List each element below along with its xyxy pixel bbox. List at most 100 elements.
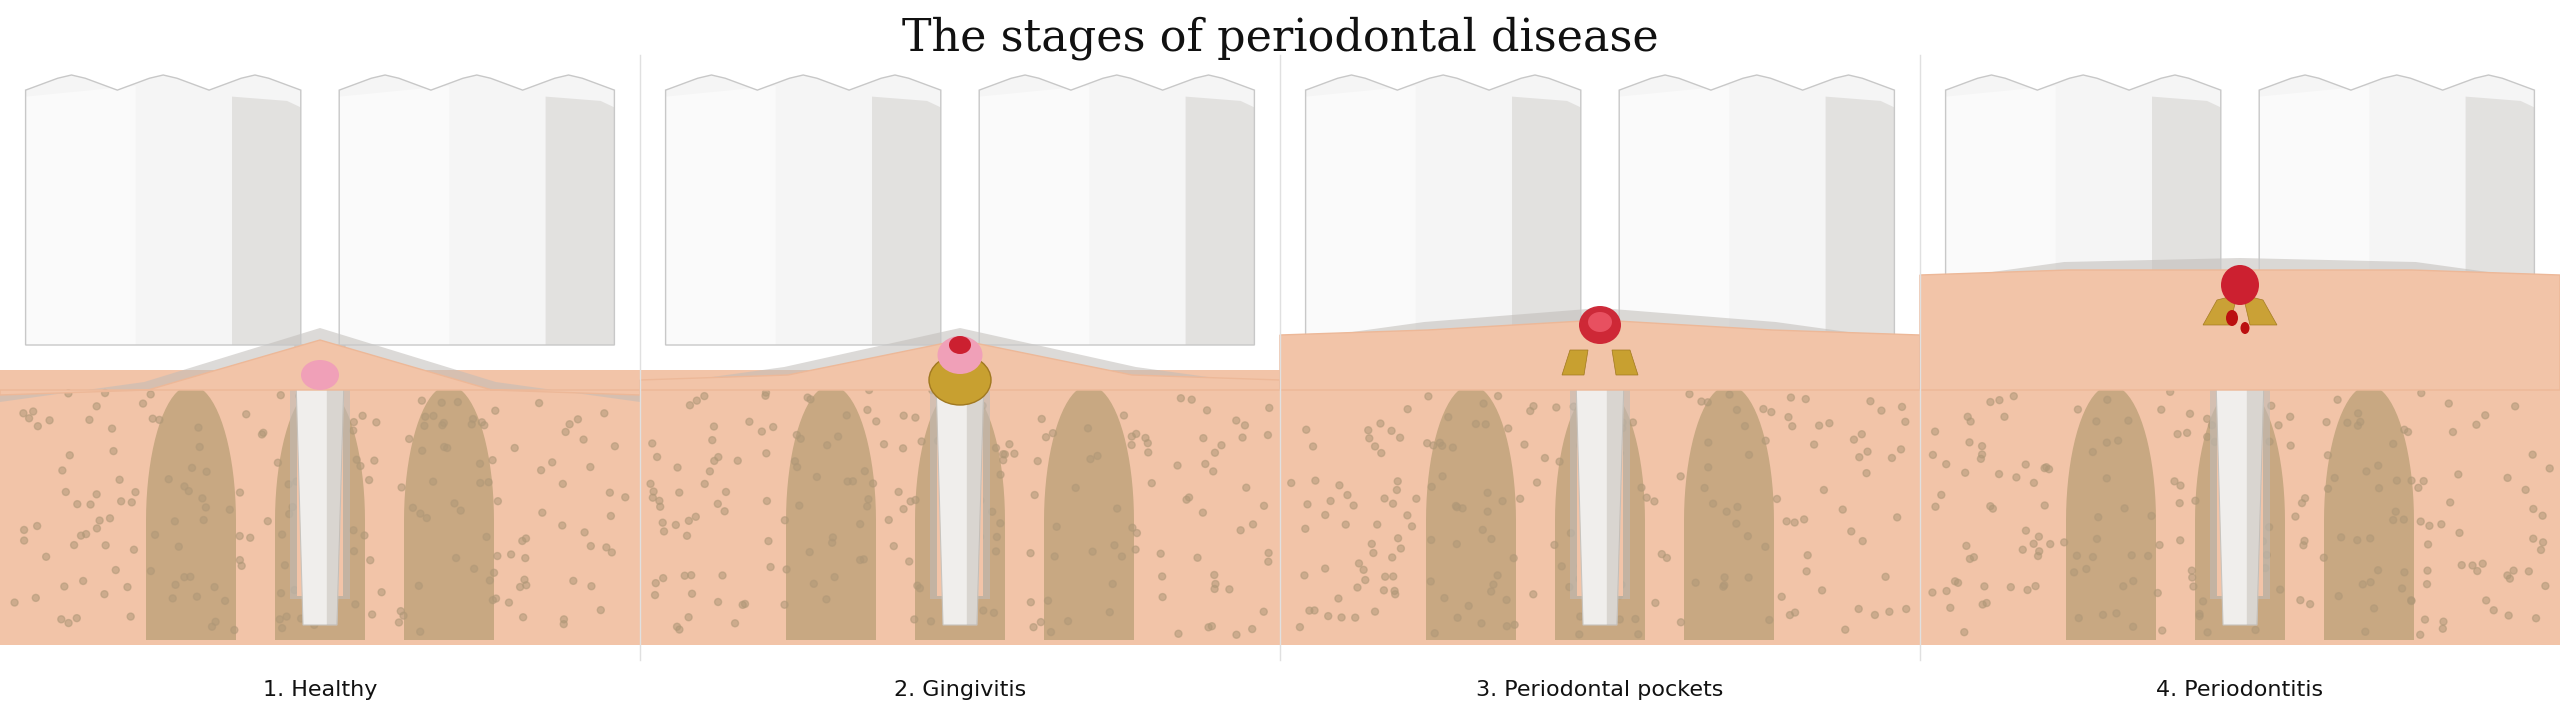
Circle shape — [607, 489, 614, 496]
Circle shape — [1964, 542, 1969, 549]
Circle shape — [824, 442, 829, 449]
Circle shape — [694, 397, 701, 404]
Circle shape — [297, 615, 305, 622]
Circle shape — [1577, 631, 1582, 638]
Circle shape — [2422, 616, 2429, 623]
Circle shape — [1697, 398, 1705, 405]
Circle shape — [2186, 411, 2194, 417]
Circle shape — [33, 523, 41, 530]
Circle shape — [1160, 573, 1165, 580]
Circle shape — [1577, 442, 1585, 450]
Circle shape — [1981, 583, 1989, 590]
Circle shape — [2388, 440, 2396, 447]
Circle shape — [2511, 567, 2516, 574]
Circle shape — [2209, 422, 2214, 429]
Circle shape — [1487, 535, 1495, 542]
Circle shape — [1382, 573, 1388, 581]
Circle shape — [451, 500, 458, 507]
Bar — [289, 365, 351, 599]
Circle shape — [581, 529, 589, 536]
Circle shape — [484, 533, 489, 540]
Circle shape — [993, 533, 1001, 540]
Circle shape — [1784, 413, 1792, 421]
Circle shape — [2196, 612, 2204, 620]
Circle shape — [1984, 600, 1989, 607]
Circle shape — [1879, 407, 1884, 414]
Circle shape — [829, 534, 837, 541]
Circle shape — [189, 464, 195, 472]
Circle shape — [1510, 554, 1518, 561]
Circle shape — [860, 556, 868, 563]
Circle shape — [1175, 630, 1183, 637]
Circle shape — [1324, 612, 1331, 620]
Circle shape — [2125, 417, 2132, 424]
Circle shape — [2299, 500, 2307, 507]
Circle shape — [494, 552, 502, 559]
Circle shape — [712, 457, 717, 464]
Circle shape — [1362, 576, 1370, 583]
Circle shape — [2319, 554, 2327, 561]
Circle shape — [2363, 628, 2368, 635]
Circle shape — [2171, 478, 2179, 485]
Ellipse shape — [2240, 322, 2250, 334]
Circle shape — [492, 407, 499, 414]
Polygon shape — [328, 345, 346, 625]
Circle shape — [476, 479, 484, 486]
Circle shape — [1577, 576, 1582, 583]
Circle shape — [934, 438, 942, 445]
Circle shape — [1631, 615, 1638, 622]
Circle shape — [399, 612, 407, 619]
Circle shape — [1774, 496, 1779, 503]
Circle shape — [891, 542, 899, 549]
Circle shape — [328, 578, 335, 585]
Circle shape — [1480, 400, 1487, 407]
Circle shape — [264, 518, 271, 525]
Circle shape — [522, 582, 530, 589]
Circle shape — [602, 544, 609, 551]
Circle shape — [2045, 466, 2053, 473]
Circle shape — [1380, 587, 1388, 594]
Circle shape — [1554, 404, 1559, 411]
Circle shape — [919, 438, 924, 445]
Circle shape — [284, 613, 289, 620]
Circle shape — [2388, 517, 2396, 523]
Circle shape — [1464, 603, 1472, 610]
Circle shape — [1759, 406, 1766, 413]
Circle shape — [1367, 540, 1375, 547]
Circle shape — [1551, 542, 1559, 549]
Circle shape — [2301, 537, 2309, 544]
Circle shape — [1129, 524, 1137, 531]
Circle shape — [1815, 422, 1823, 429]
Circle shape — [2243, 474, 2248, 481]
Circle shape — [1129, 433, 1134, 440]
Circle shape — [276, 616, 284, 623]
Circle shape — [223, 598, 228, 605]
Circle shape — [2504, 572, 2511, 579]
Circle shape — [1802, 396, 1810, 403]
Circle shape — [182, 483, 187, 490]
Polygon shape — [146, 385, 236, 640]
Circle shape — [1618, 581, 1626, 588]
Circle shape — [292, 478, 300, 485]
Polygon shape — [2214, 345, 2266, 625]
Circle shape — [2156, 542, 2163, 549]
Circle shape — [2022, 527, 2030, 534]
Circle shape — [850, 478, 858, 485]
Circle shape — [1769, 409, 1774, 416]
Bar — [640, 370, 1280, 645]
Circle shape — [1482, 421, 1490, 428]
Circle shape — [486, 577, 494, 584]
Circle shape — [2276, 586, 2284, 593]
Circle shape — [2399, 585, 2406, 592]
Circle shape — [169, 595, 177, 602]
Circle shape — [1303, 426, 1311, 433]
Circle shape — [1390, 573, 1398, 580]
Circle shape — [1395, 478, 1400, 485]
Circle shape — [2043, 464, 2051, 471]
Circle shape — [978, 497, 983, 504]
Circle shape — [2401, 569, 2409, 576]
Circle shape — [978, 402, 986, 409]
Circle shape — [374, 419, 379, 426]
Circle shape — [1354, 584, 1362, 591]
Circle shape — [504, 599, 512, 606]
